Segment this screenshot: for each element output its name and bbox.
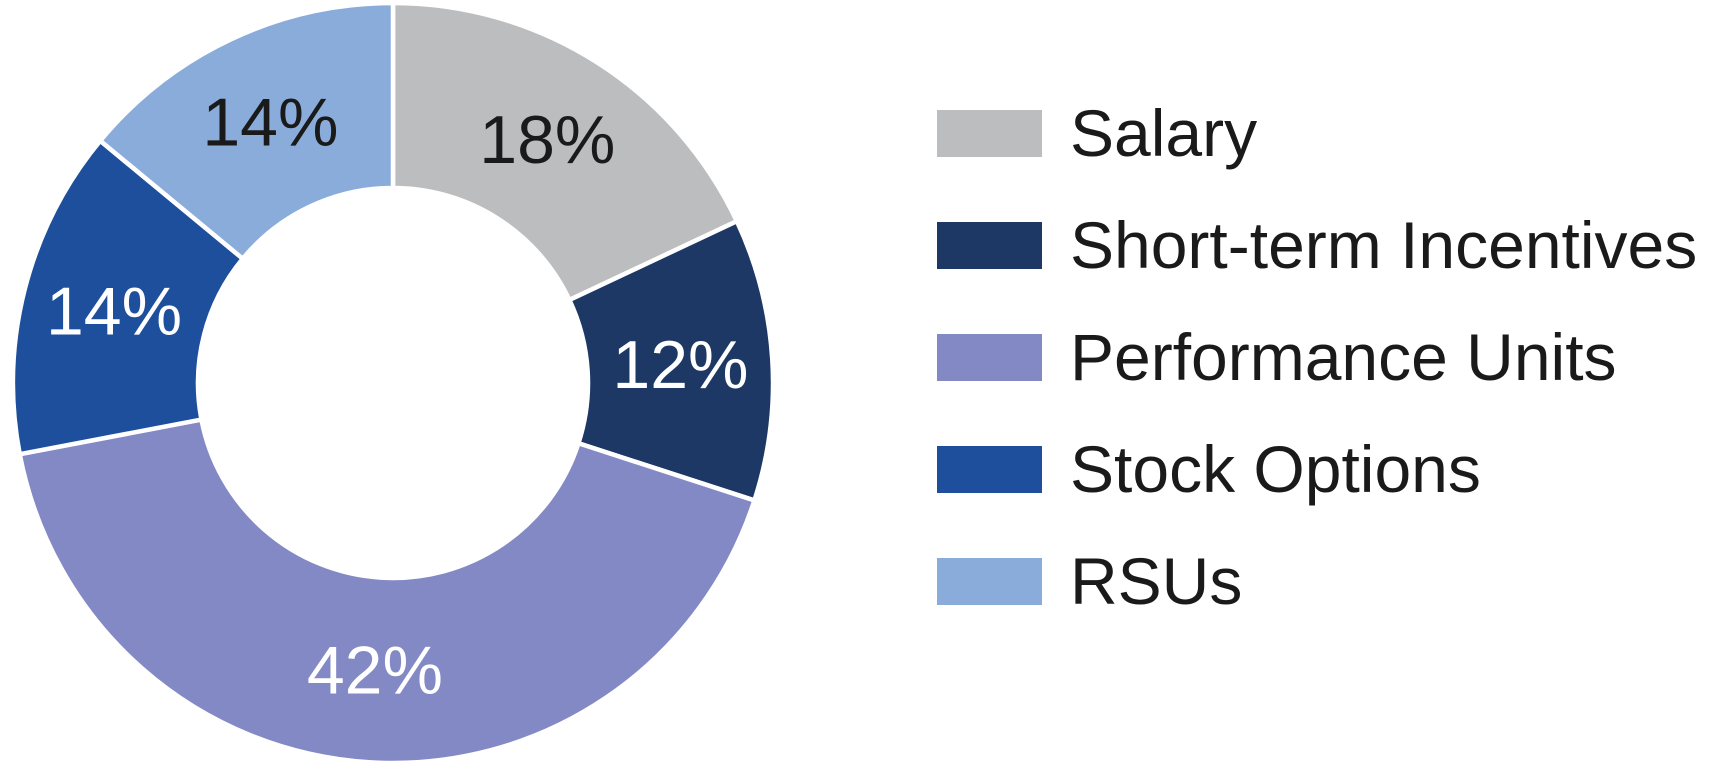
- pie-slice-stock-options: [10, 138, 245, 457]
- legend-swatch: [937, 558, 1042, 605]
- legend-item-performance-units: Performance Units: [937, 320, 1697, 394]
- legend-label: Short-term Incentives: [1070, 208, 1698, 282]
- pie-slice-rsus: [97, 0, 396, 261]
- legend-item-stock-options: Stock Options: [937, 432, 1697, 506]
- slice-data-label: 14%: [46, 273, 182, 349]
- pie-slice-short-term-incentives: [567, 218, 776, 503]
- chart-legend: Salary Short-term Incentives Performance U…: [937, 96, 1698, 618]
- legend-label: Performance Units: [1070, 320, 1617, 394]
- slice-data-label: 14%: [202, 84, 338, 160]
- legend-swatch: [937, 110, 1042, 157]
- pie-slice-performance-units: [17, 417, 757, 766]
- slice-data-label: 18%: [479, 102, 615, 178]
- legend-swatch: [937, 446, 1042, 493]
- legend-label: RSUs: [1070, 544, 1243, 618]
- donut-chart: 18% 12% 42% 14% 14%: [0, 0, 786, 770]
- legend-label: Stock Options: [1070, 432, 1481, 506]
- legend-swatch: [937, 334, 1042, 381]
- slice-data-label: 12%: [612, 327, 748, 403]
- legend-item-salary: Salary: [937, 96, 1697, 170]
- legend-label: Salary: [1070, 96, 1258, 170]
- donut-chart-svg: 18% 12% 42% 14% 14%: [10, 0, 776, 766]
- legend-item-rsus: RSUs: [937, 544, 1697, 618]
- pie-slice-salary: [390, 0, 740, 303]
- legend-item-short-term-incentives: Short-term Incentives: [937, 208, 1698, 282]
- slice-data-label: 42%: [307, 632, 443, 708]
- legend-swatch: [937, 222, 1042, 269]
